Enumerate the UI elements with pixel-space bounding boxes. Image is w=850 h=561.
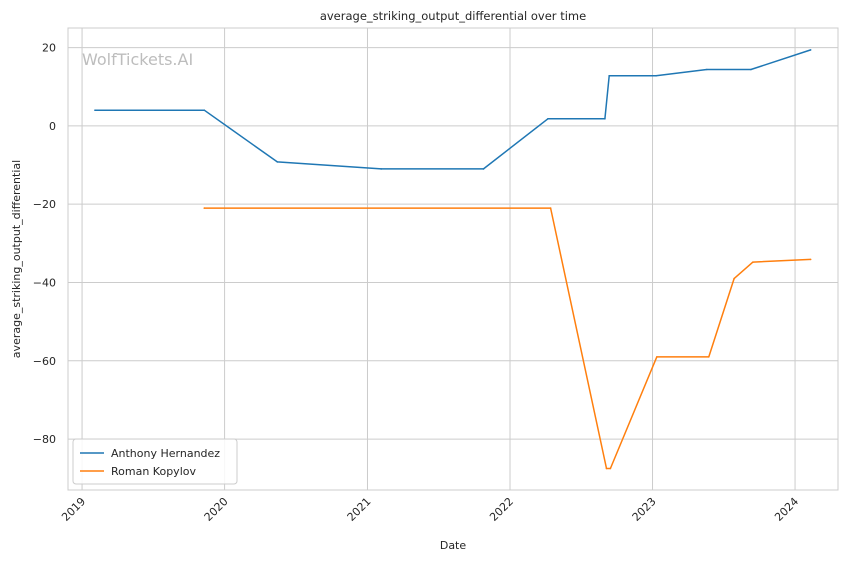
data-point-anthony-hernandez: [482, 168, 485, 170]
y-tick-label: 0: [49, 120, 56, 133]
data-point-anthony-hernandez: [809, 49, 812, 51]
legend-box: [72, 438, 238, 485]
data-point-roman-kopylov: [605, 467, 608, 470]
y-tick-label: 20: [42, 42, 56, 55]
data-point-anthony-hernandez: [655, 74, 657, 77]
legend-label-anthony-hernandez: Anthony Hernandez: [111, 447, 220, 460]
y-tick-label: −40: [33, 276, 56, 289]
series-line-anthony-hernandez: [94, 49, 811, 170]
data-point-anthony-hernandez: [750, 68, 752, 71]
data-point-anthony-hernandez: [203, 109, 206, 112]
data-point-anthony-hernandez: [608, 74, 610, 77]
chart-title: average_striking_output_differential ove…: [320, 9, 586, 23]
legend: Anthony Hernandez Roman Kopylov: [72, 438, 238, 485]
data-point-roman-kopylov: [752, 261, 754, 263]
data-point-roman-kopylov: [733, 277, 735, 280]
plot-frame: [67, 27, 839, 491]
data-point-roman-kopylov: [656, 356, 658, 358]
watermark-text: WolfTickets.AI: [82, 50, 193, 69]
data-point-roman-kopylov: [203, 207, 206, 209]
y-tick-label: −20: [33, 198, 56, 211]
legend-label-roman-kopylov: Roman Kopylov: [111, 465, 196, 478]
data-point-anthony-hernandez: [380, 168, 382, 170]
plot-background: [68, 28, 838, 490]
y-axis-title: average_striking_output_differential: [10, 160, 23, 358]
data-point-roman-kopylov: [707, 356, 710, 358]
series-layer: [94, 49, 812, 470]
data-point-anthony-hernandez: [547, 118, 549, 120]
data-point-anthony-hernandez: [276, 161, 279, 163]
y-tick-label: −60: [33, 355, 56, 368]
y-tick-label: −80: [33, 433, 56, 446]
data-point-anthony-hernandez: [604, 118, 606, 120]
plot-area: WolfTickets.AI: [67, 27, 839, 491]
x-axis-title: Date: [440, 539, 467, 552]
data-point-anthony-hernandez: [706, 68, 708, 71]
data-point-roman-kopylov: [609, 467, 612, 470]
data-point-roman-kopylov: [809, 258, 812, 261]
y-axis-ticks: 20 0 −20 −40 −60 −80: [33, 42, 56, 447]
data-point-anthony-hernandez: [94, 109, 96, 112]
data-point-roman-kopylov: [549, 207, 552, 209]
grid: [68, 28, 838, 490]
